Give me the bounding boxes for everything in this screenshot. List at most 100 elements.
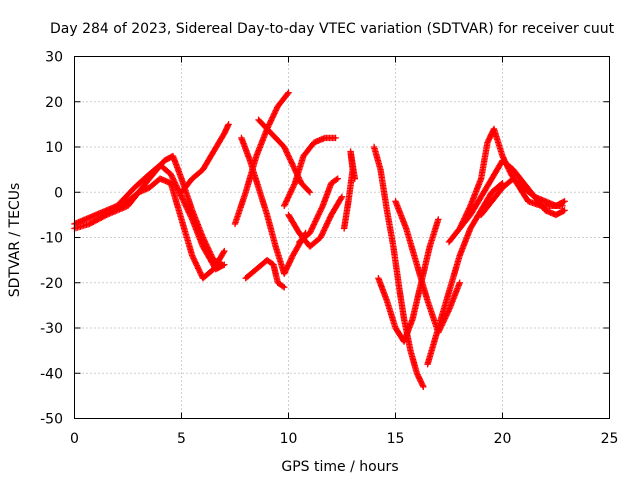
data-point — [281, 202, 288, 210]
data-point — [283, 149, 291, 156]
data-point — [168, 172, 175, 179]
data-point — [283, 264, 291, 272]
data-point — [189, 252, 196, 259]
data-point — [192, 259, 199, 266]
data-point — [326, 215, 333, 223]
data-point — [324, 218, 332, 226]
data-point — [290, 164, 298, 172]
series-arc-e — [231, 89, 292, 228]
data-point — [313, 215, 320, 222]
y-tick-label: 20 — [45, 95, 63, 111]
data-point — [321, 225, 328, 233]
data-point — [561, 198, 568, 205]
data-point — [318, 232, 325, 240]
chart-title: Day 284 of 2023, Sidereal Day-to-day VTE… — [50, 21, 615, 37]
data-point — [180, 199, 188, 206]
data-point — [322, 224, 329, 231]
data-point — [319, 230, 326, 237]
data-point — [193, 260, 200, 268]
data-point — [286, 154, 293, 162]
data-point — [312, 216, 320, 224]
data-point — [435, 216, 442, 223]
data-point — [173, 183, 181, 191]
data-point — [179, 196, 187, 203]
data-point — [306, 229, 314, 237]
data-point — [287, 189, 294, 197]
data-point — [315, 211, 322, 218]
data-point — [284, 195, 291, 202]
data-point — [326, 214, 334, 221]
series-arc-k — [296, 175, 341, 246]
data-point — [314, 212, 322, 220]
data-point — [287, 256, 295, 263]
data-point — [190, 255, 197, 262]
data-point — [310, 221, 318, 228]
data-point — [181, 200, 189, 208]
data-point — [311, 219, 318, 227]
data-point — [273, 105, 280, 113]
series-arc-i — [281, 134, 339, 210]
data-point — [194, 263, 201, 271]
data-point — [270, 111, 277, 118]
data-point — [351, 175, 359, 182]
data-point — [281, 270, 288, 277]
data-point — [289, 185, 296, 193]
y-tick-label: 0 — [54, 185, 63, 201]
grid — [74, 56, 610, 419]
data-point — [308, 226, 315, 234]
data-point — [289, 161, 296, 169]
data-point — [287, 157, 295, 165]
data-point — [284, 262, 292, 269]
data-point — [269, 114, 276, 121]
data-point — [284, 152, 292, 159]
data-point — [286, 191, 293, 198]
x-tick-label: 25 — [601, 431, 619, 447]
series-arc-r — [445, 157, 568, 246]
data-point — [286, 156, 294, 163]
data-point — [191, 256, 198, 264]
data-point — [281, 269, 289, 276]
data-point — [318, 231, 326, 238]
data-point — [184, 206, 191, 213]
data-point — [282, 147, 290, 155]
data-point — [288, 255, 295, 262]
data-point — [197, 270, 205, 278]
data-point — [271, 108, 279, 116]
data-point — [284, 150, 291, 158]
data-point — [290, 163, 297, 170]
data-point — [282, 199, 289, 207]
data-point — [282, 266, 290, 273]
data-points — [71, 89, 568, 391]
data-point — [320, 227, 328, 234]
data-point — [281, 143, 288, 151]
data-point — [269, 112, 277, 120]
x-tick-label: 15 — [387, 431, 405, 447]
data-point — [186, 210, 193, 217]
data-point — [174, 185, 181, 192]
data-point — [172, 182, 180, 189]
data-point — [310, 222, 317, 230]
data-point — [221, 247, 228, 255]
data-point — [184, 207, 192, 215]
series-arc-f — [238, 134, 309, 277]
x-axis-label: GPS time / hours — [281, 459, 398, 475]
data-point — [182, 203, 190, 210]
data-point — [271, 110, 278, 117]
data-point — [172, 180, 179, 188]
data-point — [290, 182, 297, 190]
data-point — [333, 176, 340, 183]
data-point — [178, 194, 186, 202]
y-tick-label: 10 — [45, 140, 63, 156]
data-point — [170, 176, 177, 184]
series-arc-g — [242, 256, 288, 291]
y-tick-label: -30 — [40, 321, 63, 337]
x-tick-label: 5 — [177, 431, 186, 447]
data-point — [268, 115, 275, 123]
data-point — [420, 383, 427, 391]
data-point — [291, 181, 298, 188]
data-point — [284, 90, 291, 98]
data-point — [289, 184, 297, 191]
data-point — [267, 117, 275, 124]
data-point — [221, 261, 228, 268]
data-point — [272, 107, 279, 114]
